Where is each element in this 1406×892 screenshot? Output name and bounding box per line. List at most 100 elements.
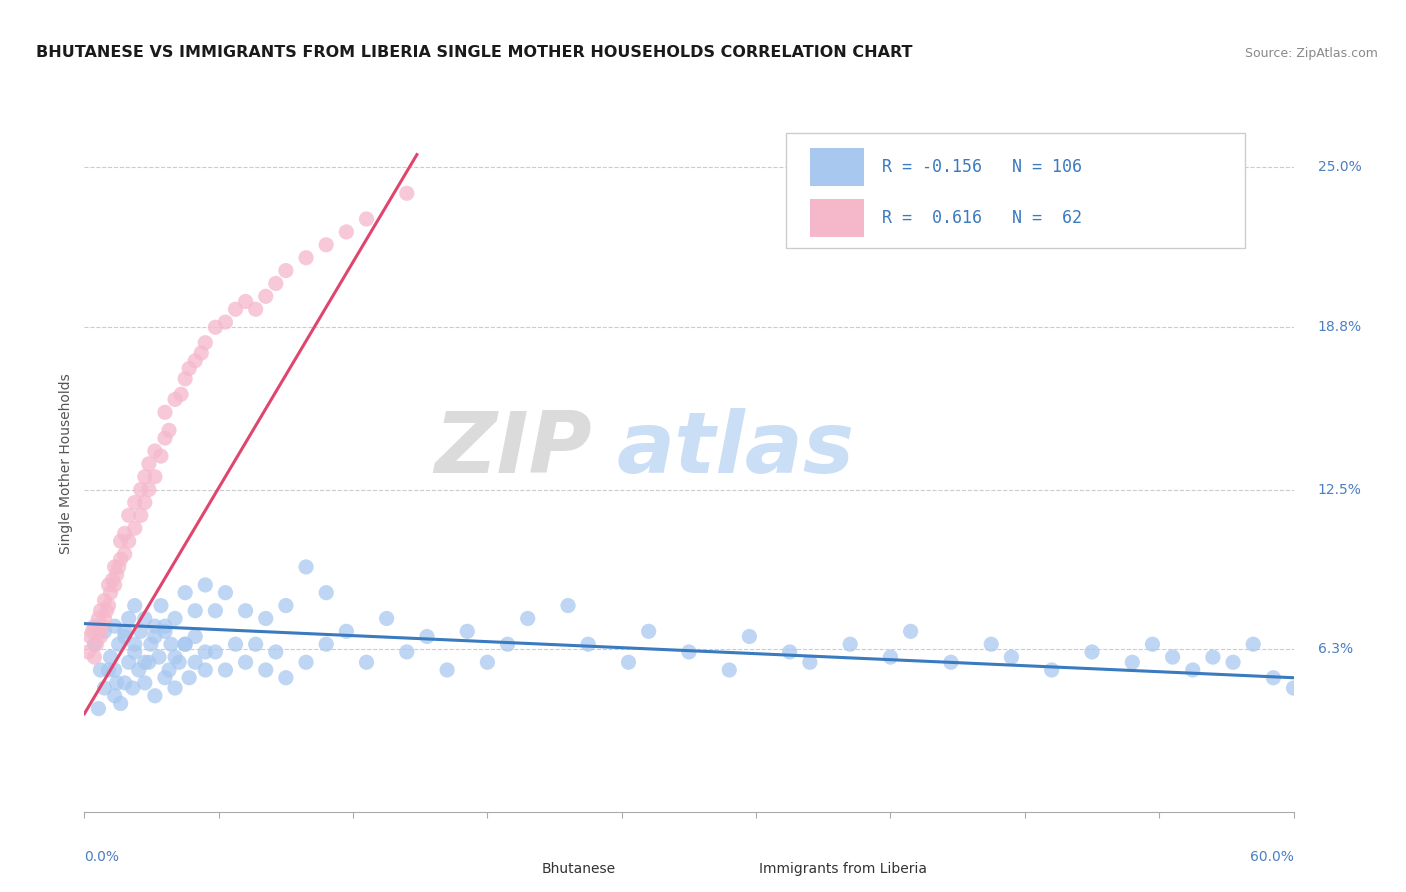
- Point: [225, 302, 247, 317]
- Point: [121, 681, 143, 695]
- Point: [101, 573, 124, 587]
- Point: [1282, 681, 1305, 695]
- Point: [356, 655, 378, 669]
- Point: [83, 637, 105, 651]
- Text: 12.5%: 12.5%: [1317, 483, 1361, 497]
- Point: [114, 526, 136, 541]
- Text: R = -0.156   N = 106: R = -0.156 N = 106: [883, 158, 1083, 176]
- Point: [134, 495, 156, 509]
- Point: [143, 444, 166, 458]
- Point: [148, 650, 170, 665]
- Point: [295, 560, 318, 574]
- Point: [274, 599, 297, 613]
- Point: [153, 624, 176, 639]
- Point: [395, 186, 418, 201]
- Point: [1040, 663, 1063, 677]
- Point: [104, 578, 127, 592]
- Point: [678, 645, 700, 659]
- Point: [129, 483, 152, 497]
- Point: [194, 663, 217, 677]
- Text: Source: ZipAtlas.com: Source: ZipAtlas.com: [1246, 47, 1378, 61]
- Point: [110, 697, 132, 711]
- Point: [134, 655, 156, 669]
- Point: [134, 676, 156, 690]
- Point: [105, 676, 128, 690]
- Point: [436, 663, 458, 677]
- Point: [110, 534, 132, 549]
- Point: [157, 423, 180, 437]
- FancyBboxPatch shape: [810, 148, 865, 186]
- Point: [97, 599, 120, 613]
- Point: [980, 637, 1002, 651]
- Text: Bhutanese: Bhutanese: [541, 862, 616, 876]
- Point: [335, 225, 357, 239]
- Point: [143, 469, 166, 483]
- Point: [264, 645, 287, 659]
- Point: [104, 619, 127, 633]
- Point: [96, 604, 118, 618]
- Point: [1142, 637, 1164, 651]
- Point: [118, 534, 141, 549]
- Point: [100, 650, 122, 665]
- Point: [274, 263, 297, 277]
- Point: [97, 663, 120, 677]
- Point: [1241, 637, 1264, 651]
- Point: [174, 637, 197, 651]
- Point: [124, 495, 146, 509]
- Point: [839, 637, 862, 651]
- Point: [100, 585, 122, 599]
- Point: [89, 630, 111, 644]
- Point: [315, 237, 337, 252]
- Point: [1121, 655, 1143, 669]
- Point: [799, 655, 821, 669]
- Point: [160, 637, 183, 651]
- Point: [184, 630, 207, 644]
- Point: [315, 585, 337, 599]
- Point: [576, 637, 599, 651]
- Point: [138, 655, 160, 669]
- Point: [477, 655, 499, 669]
- Point: [1000, 650, 1022, 665]
- Point: [245, 302, 267, 317]
- Point: [104, 560, 127, 574]
- Point: [165, 650, 187, 665]
- Point: [91, 619, 114, 633]
- Point: [738, 630, 761, 644]
- Text: atlas: atlas: [616, 409, 855, 491]
- Point: [204, 645, 226, 659]
- Point: [124, 599, 146, 613]
- Point: [124, 637, 146, 651]
- Point: [174, 637, 197, 651]
- Point: [204, 604, 226, 618]
- Text: ZIP: ZIP: [434, 409, 592, 491]
- Point: [107, 560, 129, 574]
- Point: [295, 655, 318, 669]
- Point: [194, 335, 217, 350]
- Text: 6.3%: 6.3%: [1317, 642, 1353, 657]
- Text: Immigrants from Liberia: Immigrants from Liberia: [759, 862, 927, 876]
- Point: [87, 624, 110, 639]
- Point: [184, 655, 207, 669]
- Point: [153, 671, 176, 685]
- Point: [194, 645, 217, 659]
- Point: [416, 630, 439, 644]
- Point: [124, 521, 146, 535]
- Point: [93, 681, 115, 695]
- Point: [118, 655, 141, 669]
- Point: [254, 289, 277, 303]
- Text: R =  0.616   N =  62: R = 0.616 N = 62: [883, 209, 1083, 227]
- Point: [114, 547, 136, 561]
- Point: [179, 361, 201, 376]
- Point: [1222, 655, 1244, 669]
- Point: [118, 508, 141, 523]
- Point: [254, 663, 277, 677]
- Point: [718, 663, 741, 677]
- Point: [143, 619, 166, 633]
- Point: [356, 212, 378, 227]
- Point: [114, 630, 136, 644]
- Point: [118, 611, 141, 625]
- Point: [170, 387, 193, 401]
- FancyBboxPatch shape: [713, 853, 747, 885]
- Point: [167, 655, 190, 669]
- Point: [456, 624, 478, 639]
